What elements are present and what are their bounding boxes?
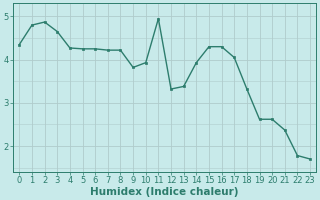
X-axis label: Humidex (Indice chaleur): Humidex (Indice chaleur) xyxy=(91,187,239,197)
